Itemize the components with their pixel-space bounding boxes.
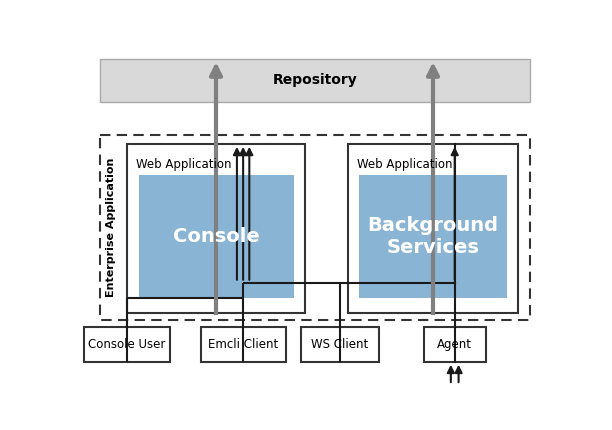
Bar	[201, 327, 286, 362]
Text: Console User: Console User	[88, 338, 166, 351]
Text: Console: Console	[173, 227, 259, 246]
Bar	[138, 175, 294, 298]
Bar	[348, 144, 518, 313]
Text: Background
Services: Background Services	[367, 216, 499, 257]
Bar	[100, 135, 530, 319]
Text: Agent: Agent	[437, 338, 472, 351]
Text: Enterprise Application: Enterprise Application	[106, 157, 116, 297]
Bar	[84, 327, 170, 362]
Bar	[424, 327, 486, 362]
Text: Web Application: Web Application	[357, 158, 452, 171]
Bar	[127, 144, 305, 313]
Bar	[301, 327, 379, 362]
Text: Web Application: Web Application	[136, 158, 232, 171]
Text: WS Client: WS Client	[312, 338, 368, 351]
Text: Repository: Repository	[272, 74, 357, 87]
Text: Emcli Client: Emcli Client	[208, 338, 278, 351]
Bar	[100, 59, 530, 101]
Bar	[359, 175, 507, 298]
